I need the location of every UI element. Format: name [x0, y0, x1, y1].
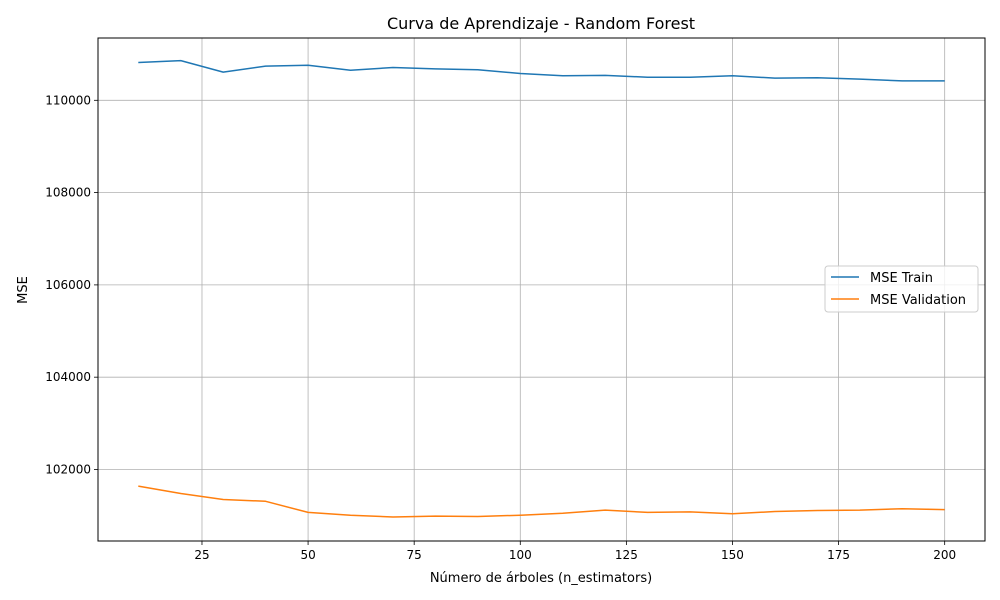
y-tick-label: 106000	[45, 278, 91, 292]
x-tick-label: 25	[194, 548, 209, 562]
series-lines	[138, 59, 945, 518]
y-axis-label: MSE	[16, 276, 31, 304]
x-tick-label: 125	[615, 548, 638, 562]
x-tick-label: 50	[300, 548, 315, 562]
x-tick-label: 75	[407, 548, 422, 562]
y-axis-ticks: 102000 104000 106000 108000 110000	[45, 93, 98, 476]
y-tick-label: 104000	[45, 370, 91, 384]
y-tick-label: 102000	[45, 462, 91, 476]
series-line-train	[138, 59, 945, 82]
legend: MSE Train MSE Validation	[824, 265, 979, 313]
legend-label-train: MSE Train	[870, 271, 933, 286]
plot-frame	[97, 37, 986, 542]
x-tick-label: 100	[509, 548, 532, 562]
grid-lines	[98, 38, 985, 541]
x-axis-ticks: 25 50 75 100 125 150 175 200	[194, 541, 956, 562]
chart-title: Curva de Aprendizaje - Random Forest	[387, 14, 695, 33]
x-axis-label: Número de árboles (n_estimators)	[430, 571, 652, 586]
y-tick-label: 110000	[45, 93, 91, 107]
legend-box	[824, 265, 979, 313]
series-line-validation	[138, 485, 945, 518]
y-tick-label: 108000	[45, 186, 91, 200]
legend-label-validation: MSE Validation	[870, 293, 966, 308]
x-tick-label: 200	[933, 548, 956, 562]
x-tick-label: 150	[721, 548, 744, 562]
x-tick-label: 175	[827, 548, 850, 562]
